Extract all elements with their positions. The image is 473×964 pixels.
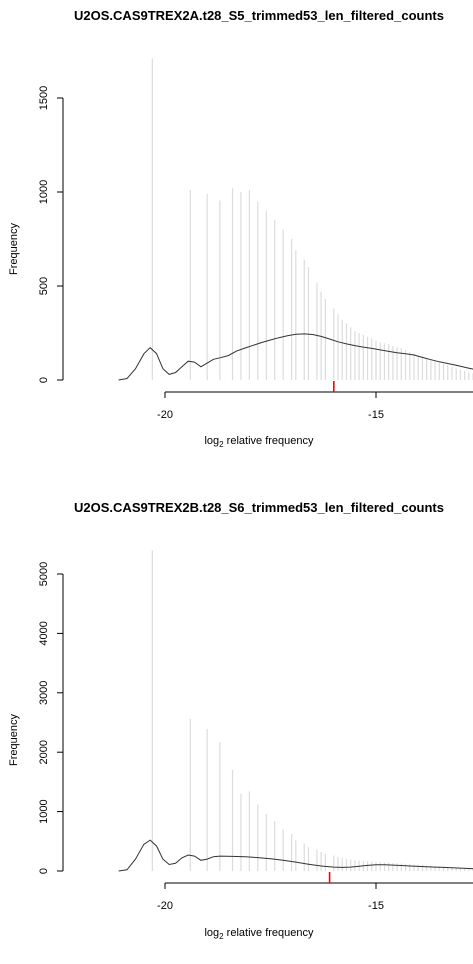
y-axis-label: Frequency [8, 223, 20, 275]
y-tick-label: 1000 [38, 180, 50, 204]
y-tick-label: 500 [38, 277, 50, 295]
y-tick-label: 0 [38, 868, 50, 874]
density-curve [118, 839, 473, 872]
x-axis: -20-15-10 [157, 882, 473, 912]
y-axis: 0 1000 2000 3000 4000 5000 [38, 562, 64, 874]
y-tick-label: 5000 [38, 562, 50, 586]
y-axis: 0 500 1000 1500 [38, 86, 64, 383]
density-curve [118, 333, 473, 381]
histogram-chart-2: U2OS.CAS9TREX2B.t28_S6_trimmed53_len_fil… [8, 500, 473, 941]
x-axis-label: log2 relative frequency [204, 927, 314, 941]
y-tick-label: 0 [38, 377, 50, 383]
chart-panel-2: U2OS.CAS9TREX2B.t28_S6_trimmed53_len_fil… [0, 491, 473, 964]
x-tick-label: -20 [157, 900, 173, 912]
histogram-chart-1: U2OS.CAS9TREX2A.t28_S5_trimmed53_len_fil… [8, 8, 473, 449]
x-tick-label: -15 [368, 409, 384, 421]
y-tick-label: 3000 [38, 681, 50, 705]
x-axis-label: log2 relative frequency [204, 435, 314, 449]
y-tick-label: 2000 [38, 740, 50, 764]
histogram-bars [151, 550, 473, 871]
y-tick-label: 1000 [38, 799, 50, 823]
y-tick-label: 1500 [38, 86, 50, 110]
chart-title: U2OS.CAS9TREX2B.t28_S6_trimmed53_len_fil… [74, 500, 444, 515]
chart-panel-1: U2OS.CAS9TREX2A.t28_S5_trimmed53_len_fil… [0, 0, 473, 473]
y-tick-label: 4000 [38, 621, 50, 645]
chart-title: U2OS.CAS9TREX2A.t28_S5_trimmed53_len_fil… [74, 8, 444, 23]
x-tick-label: -20 [157, 409, 173, 421]
x-tick-label: -15 [368, 900, 384, 912]
histogram-bars [151, 58, 473, 380]
x-axis: -20-15-10 [157, 391, 473, 421]
y-axis-label: Frequency [8, 714, 20, 766]
